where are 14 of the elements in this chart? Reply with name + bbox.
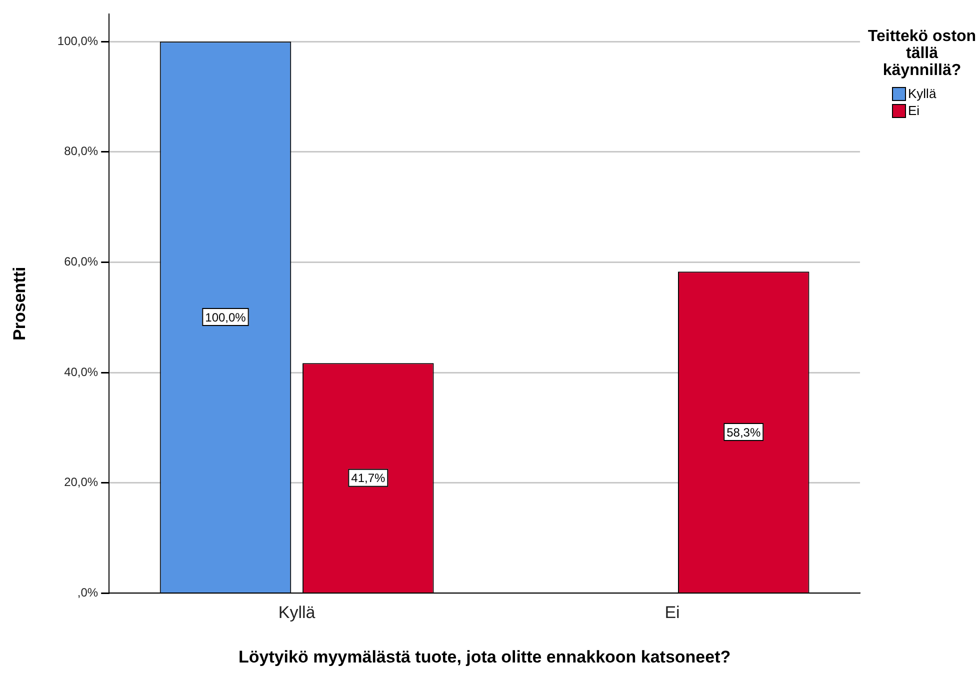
data-label: 100,0% [205,310,246,324]
y-tick-label: 60,0% [64,254,98,269]
data-label: 58,3% [726,425,761,440]
y-axis-title: Prosentti [10,266,29,340]
y-tick-label: 40,0% [64,364,98,379]
y-tick-label: 100,0% [57,34,98,48]
x-axis-title: Löytyikö myymälästä tuote, jota olitte ennakkoon katsoneet? [238,647,731,666]
legend-label: Kyllä [908,86,936,101]
legend-label: Ei [908,103,920,118]
y-tick-label: ,0% [77,586,98,600]
y-tick-label: 20,0% [64,475,98,490]
y-tick-label: 80,0% [64,144,98,158]
data-label: 41,7% [351,471,386,486]
legend-title: Teittekö oston tällä käynnillä? [866,28,978,79]
